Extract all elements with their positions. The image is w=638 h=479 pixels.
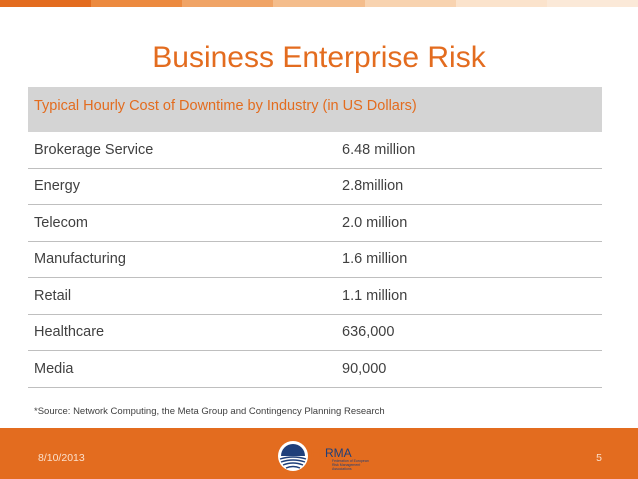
top-bar-segment [0, 0, 92, 7]
table-row: Healthcare 636,000 [28, 315, 602, 351]
footer-date: 8/10/2013 [38, 452, 85, 464]
table-header: Typical Hourly Cost of Downtime by Indus… [28, 87, 602, 132]
cost-cell: 2.0 million [342, 214, 408, 231]
cost-cell: 2.8million [342, 178, 404, 195]
industry-cell: Retail [34, 287, 72, 304]
top-bar-segment [91, 0, 183, 7]
cost-cell: 636,000 [342, 324, 395, 341]
cost-cell: 1.6 million [342, 251, 408, 268]
industry-cell: Energy [34, 178, 80, 195]
footer-bar: 8/10/2013 FE RMA Federation of European … [0, 428, 638, 479]
industry-cell: Telecom [34, 214, 88, 231]
ferma-logo: FE RMA [278, 441, 352, 471]
cost-cell: 6.48 million [342, 141, 416, 158]
table-row: Manufacturing 1.6 million [28, 242, 602, 278]
table-row: Energy 2.8million [28, 169, 602, 205]
svg-text:RMA: RMA [325, 446, 352, 460]
downtime-cost-table: Typical Hourly Cost of Downtime by Indus… [28, 87, 602, 388]
industry-cell: Healthcare [34, 324, 105, 341]
table-row: Telecom 2.0 million [28, 205, 602, 242]
industry-cell: Brokerage Service [34, 141, 154, 158]
top-bar-segment [273, 0, 365, 7]
industry-cell: Manufacturing [34, 251, 126, 268]
ferma-sun-icon [279, 444, 307, 469]
table-row: Media 90,000 [28, 351, 602, 388]
industry-cell: Media [34, 360, 74, 377]
top-accent-bar [0, 0, 638, 7]
source-note: *Source: Network Computing, the Meta Gro… [34, 406, 385, 417]
top-bar-segment [364, 0, 456, 7]
table-row: Brokerage Service 6.48 million [28, 132, 602, 169]
slide-title: Business Enterprise Risk [152, 41, 486, 74]
ferma-logo-subtext: Federation of European Risk Management A… [332, 459, 369, 471]
cost-cell: 1.1 million [342, 287, 408, 304]
cost-cell: 90,000 [342, 360, 387, 377]
svg-text:FE: FE [311, 446, 326, 460]
top-bar-segment [546, 0, 638, 7]
table-row: Retail 1.1 million [28, 278, 602, 315]
top-bar-segment [455, 0, 547, 7]
page-number: 5 [596, 452, 602, 464]
top-bar-segment [182, 0, 274, 7]
